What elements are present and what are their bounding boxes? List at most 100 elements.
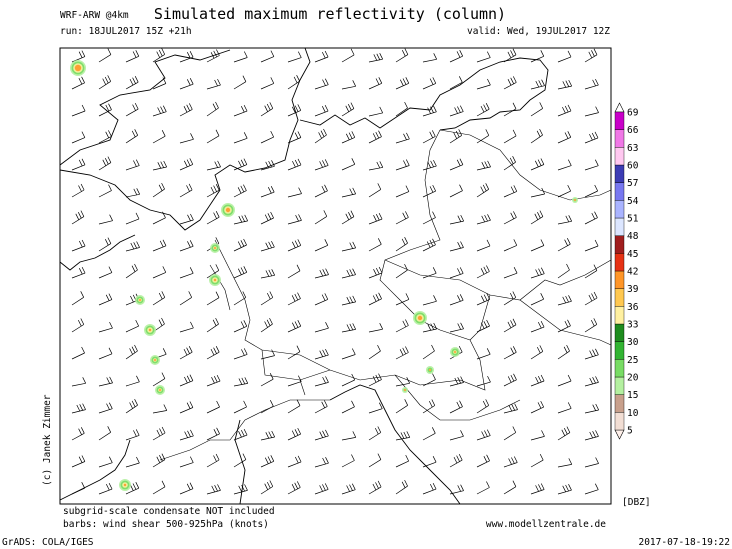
colorbar-box [614, 253, 625, 272]
wind-barb [449, 376, 464, 387]
wind-barb [476, 454, 490, 468]
wind-barb [98, 156, 112, 171]
wind-barb [368, 161, 384, 171]
wind-barb [125, 399, 138, 414]
software-label: GrADS: COLA/IGES [2, 537, 94, 548]
wind-barb [503, 239, 518, 252]
wind-barb [98, 130, 112, 144]
colorbar-box [614, 412, 625, 431]
wind-barb [206, 317, 219, 333]
wind-barb [71, 403, 86, 414]
wind-barb [341, 373, 356, 387]
colorbar-label: 48 [627, 231, 639, 242]
colorbar-label: 60 [627, 161, 639, 172]
wind-barb [422, 211, 436, 225]
wind-barb [314, 376, 329, 387]
colorbar-label: 20 [627, 373, 639, 384]
wind-barb [179, 78, 194, 90]
map-area [59, 47, 612, 505]
colorbar-box [614, 235, 625, 254]
wind-barb [449, 453, 463, 468]
wind-barb [179, 291, 193, 306]
echo-cell [154, 359, 156, 361]
colorbar-label: 51 [627, 214, 639, 225]
wind-barb [368, 53, 384, 63]
wind-barb [584, 403, 600, 414]
wind-barb [179, 158, 194, 171]
wind-barb [557, 215, 573, 225]
wind-barb [287, 75, 300, 90]
wind-barb [71, 291, 85, 306]
wind-barb [557, 50, 572, 63]
wind-barb [233, 428, 248, 441]
wind-barb [260, 130, 275, 144]
wind-barb [503, 318, 517, 333]
wind-barb [206, 78, 221, 90]
wind-barb [71, 346, 85, 360]
wind-barb [125, 344, 138, 360]
source-url: www.modellzentrale.de [486, 519, 606, 530]
wind-barb [98, 48, 112, 63]
wind-barb [449, 105, 464, 117]
wind-barbs [71, 48, 600, 495]
wind-barb [98, 347, 113, 360]
wind-barb [395, 319, 409, 333]
wind-barb [368, 426, 382, 441]
wind-barb [152, 77, 167, 90]
wind-barb [503, 211, 517, 225]
wind-barb [233, 184, 247, 198]
map-title: Simulated maximum reflectivity (column) [154, 5, 506, 23]
wind-barb [341, 454, 355, 468]
colorbar-label: 39 [627, 284, 639, 295]
wind-barb [98, 456, 113, 468]
wind-barb [71, 455, 86, 468]
wind-barb [98, 426, 112, 441]
wind-barb [422, 322, 438, 333]
wind-barb [260, 211, 274, 225]
wind-barb [584, 106, 599, 117]
wind-barb [476, 348, 491, 360]
wind-barb [557, 402, 572, 414]
wind-barb [368, 266, 383, 279]
wind-barb [422, 77, 437, 90]
wind-barb [422, 159, 437, 171]
wind-barb [152, 453, 166, 468]
wind-barb [71, 482, 86, 495]
wind-barb [260, 160, 275, 171]
model-label: WRF-ARW @4km [60, 10, 129, 21]
wind-barb [503, 156, 516, 171]
colorbar-box [614, 129, 625, 148]
wind-barb [476, 399, 490, 414]
wind-barb [422, 344, 435, 360]
wind-barb [314, 400, 328, 414]
wind-barb [287, 239, 302, 252]
wind-barb [233, 75, 247, 90]
wind-barb [314, 322, 329, 333]
colorbar-label: 54 [627, 196, 639, 207]
wind-barb [125, 50, 140, 63]
colorbar-box [614, 217, 625, 236]
wind-barb [476, 481, 490, 495]
colorbar-label: 25 [627, 355, 638, 366]
wind-barb [530, 453, 544, 468]
echo-cell [417, 315, 423, 321]
wind-barb [179, 374, 194, 387]
wind-barb [233, 104, 248, 117]
wind-barb [503, 346, 517, 360]
colorbar-box [614, 164, 625, 183]
echo-cell [148, 328, 152, 332]
wind-barb [179, 346, 193, 360]
coastline [59, 234, 461, 505]
wind-barb [422, 456, 437, 468]
wind-barb [584, 376, 599, 387]
wind-barb [341, 80, 357, 90]
wind-barb [476, 183, 490, 198]
wind-barb [341, 48, 355, 63]
wind-barb [530, 345, 544, 360]
wind-barb [476, 239, 491, 252]
wind-barb [233, 51, 248, 63]
wind-barb [98, 75, 112, 90]
wind-barb [584, 318, 598, 333]
wind-barb [503, 185, 518, 198]
